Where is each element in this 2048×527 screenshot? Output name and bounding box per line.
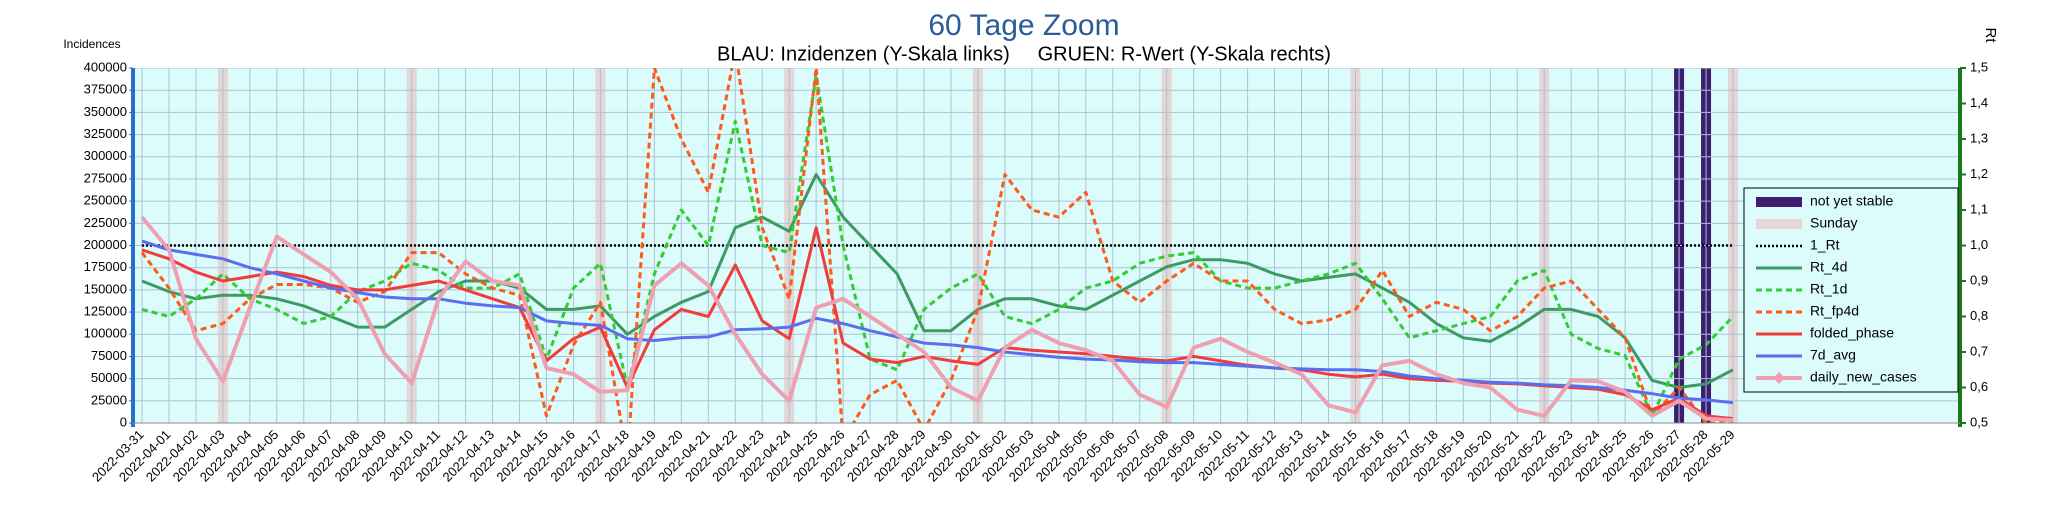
y-tick-label: 400000: [84, 59, 127, 74]
y-tick-label: 175000: [84, 259, 127, 274]
legend-label: 1_Rt: [1810, 237, 1840, 253]
legend-label: daily_new_cases: [1810, 369, 1917, 385]
y-tick-label: 225000: [84, 215, 127, 230]
legend-label: not yet stable: [1810, 193, 1893, 209]
y-tick-label: 100000: [84, 326, 127, 341]
chart-title: 60 Tage Zoom: [928, 9, 1119, 42]
plot-area: [133, 68, 1960, 423]
series-line: [140, 68, 1733, 423]
y2-axis-label: Rt: [1982, 28, 1999, 44]
y2-tick-label: 1,0: [1970, 237, 1988, 252]
y-tick-label: 50000: [91, 370, 127, 385]
legend-label: Sunday: [1810, 215, 1857, 231]
series-line: [141, 173, 1734, 389]
y-tick-label: 75000: [91, 348, 127, 363]
series-line: [141, 73, 1735, 418]
y2-tick-label: 1,4: [1970, 95, 1988, 110]
y-tick-label: 325000: [84, 126, 127, 141]
y-tick-label: 150000: [84, 281, 127, 296]
chart-subtitle: BLAU: Inzidenzen (Y-Skala links) GRUEN: …: [717, 43, 1331, 65]
y-tick-label: 375000: [84, 82, 127, 97]
y2-tick-label: 0,9: [1970, 272, 1988, 287]
y2-tick-label: 0,7: [1970, 343, 1988, 358]
y2-tick-label: 0,8: [1970, 308, 1988, 323]
legend-marker: [1773, 372, 1785, 384]
y-tick-label: 125000: [84, 304, 127, 319]
y-tick-label: 200000: [84, 237, 127, 252]
y2-tick-label: 0,6: [1970, 379, 1988, 394]
y2-tick-label: 0,5: [1970, 414, 1988, 429]
y-tick-label: 300000: [84, 148, 127, 163]
y-tick-label: 25000: [91, 392, 127, 407]
y2-tick-label: 1,3: [1970, 130, 1988, 145]
legend-label: folded_phase: [1810, 325, 1894, 341]
series-line: [140, 215, 1734, 423]
legend-label: 7d_avg: [1810, 347, 1856, 363]
legend-label: Rt_fp4d: [1810, 303, 1859, 319]
y-tick-label: 275000: [84, 170, 127, 185]
legend-symbol: [1756, 197, 1802, 207]
legend-label: Rt_1d: [1810, 281, 1847, 297]
y2-tick-label: 1,1: [1970, 201, 1988, 216]
series-line: [141, 239, 1734, 405]
y2-tick-label: 1,5: [1970, 59, 1988, 74]
y-tick-label: 0: [120, 414, 127, 429]
y-tick-label: 350000: [84, 104, 127, 119]
y-axis-label: Incidences: [63, 37, 120, 51]
y-tick-label: 250000: [84, 193, 127, 208]
legend-symbol: [1756, 219, 1802, 229]
legend-label: Rt_4d: [1810, 259, 1847, 275]
y2-tick-label: 1,2: [1970, 166, 1988, 181]
